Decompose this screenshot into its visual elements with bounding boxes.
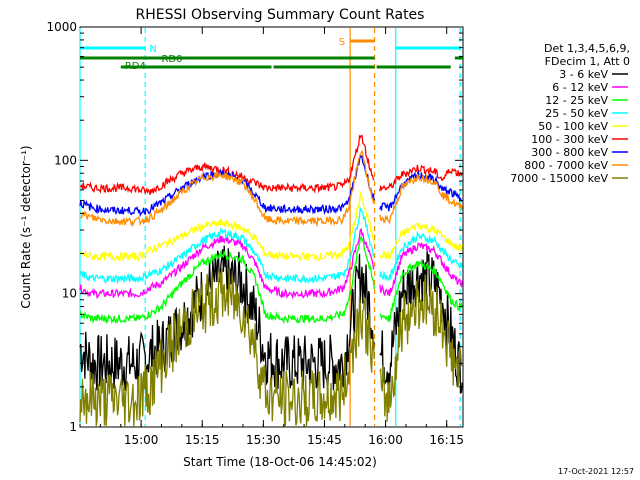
- x-tick-label: 15:15: [185, 433, 220, 447]
- series-line: [79, 149, 463, 228]
- timestamp: 17-Oct-2021 12:57: [558, 467, 634, 476]
- series-line: [79, 227, 463, 300]
- y-tick-label: 1: [69, 420, 77, 434]
- legend-header-line-1: Det 1,3,4,5,6,9,: [543, 42, 630, 55]
- flag-label: RD4: [125, 61, 146, 72]
- legend-entry-label: 100 - 300 keV: [531, 133, 608, 146]
- series-line: [79, 268, 463, 428]
- legend-header-line-2: FDecim 1, Att 0: [544, 55, 630, 68]
- legend-entry-label: 7000 - 15000 keV: [510, 172, 608, 185]
- x-axis-label: Start Time (18-Oct-06 14:45:02): [183, 455, 377, 469]
- legend-entry-label: 50 - 100 keV: [538, 120, 608, 133]
- legend-entry-label: 25 - 50 keV: [545, 107, 608, 120]
- y-tick-label: 1000: [46, 20, 77, 34]
- x-tick-label: 16:15: [429, 433, 464, 447]
- x-tick-label: 15:45: [307, 433, 342, 447]
- series-line: [79, 191, 463, 263]
- chart-title: RHESSI Observing Summary Count Rates: [136, 7, 425, 23]
- flag-label: RD0: [161, 54, 182, 65]
- legend-entry-label: 12 - 25 keV: [545, 94, 608, 107]
- x-tick-label: 15:30: [246, 433, 281, 447]
- legend-entry-label: 3 - 6 keV: [559, 68, 608, 81]
- x-tick-label: 16:00: [368, 433, 403, 447]
- series-line: [79, 235, 463, 325]
- flag-label: S: [339, 37, 345, 48]
- series-line: [79, 134, 463, 195]
- y-axis-label: Count Rate (s⁻¹ detector⁻¹): [19, 145, 33, 308]
- legend-entry-label: 300 - 800 keV: [531, 146, 608, 159]
- legend-entry-label: 6 - 12 keV: [552, 81, 608, 94]
- series-line: [79, 206, 463, 285]
- x-tick-label: 15:00: [124, 433, 159, 447]
- y-tick-label: 10: [62, 287, 77, 301]
- y-tick-label: 100: [54, 153, 77, 167]
- flag-label: N: [149, 44, 156, 55]
- legend-entry-label: 800 - 7000 keV: [524, 159, 608, 172]
